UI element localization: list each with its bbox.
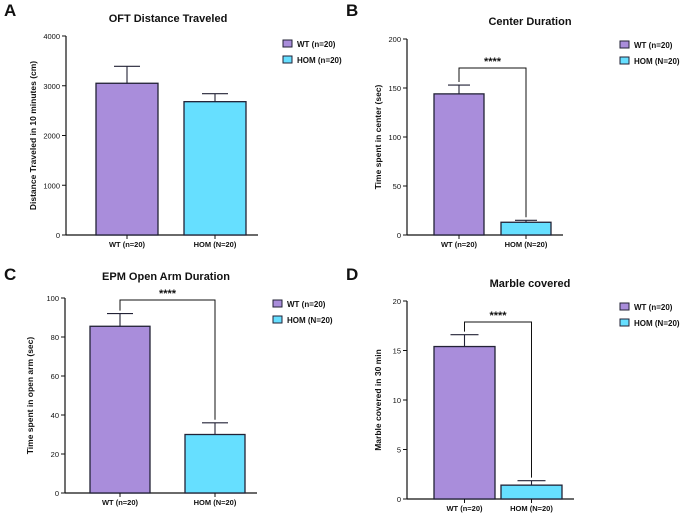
y-axis-label: Marble covered in 30 min — [373, 349, 383, 451]
y-tick-label: 10 — [393, 396, 401, 405]
legend-label: HOM (N=20) — [634, 319, 680, 328]
bar-wt — [433, 93, 485, 236]
legend-label: WT (n=20) — [634, 41, 673, 50]
significance-bracket — [458, 67, 527, 218]
x-tick-label: WT (n=20) — [441, 240, 478, 249]
y-tick-label: 200 — [388, 35, 401, 44]
chart-title: EPM Open Arm Duration — [102, 271, 230, 283]
legend-swatch-wt — [619, 302, 630, 311]
legend-label: WT (n=20) — [287, 300, 326, 309]
y-axis-label: Distance Traveled in 10 minutes (cm) — [28, 61, 38, 210]
bar-wt — [95, 82, 159, 236]
significance-label: **** — [484, 56, 502, 68]
panel-b: B Center Duration Time spent in center (se… — [346, 1, 680, 249]
legend-label: WT (n=20) — [634, 303, 673, 312]
y-tick-label: 100 — [388, 133, 401, 142]
x-tick-label: WT (n=20) — [102, 498, 139, 507]
significance-label: **** — [489, 310, 507, 322]
panel-label: D — [346, 265, 358, 284]
y-tick-label: 0 — [56, 231, 60, 240]
chart-title: Center Duration — [488, 16, 571, 28]
y-tick-label: 4000 — [43, 32, 60, 41]
legend-swatch-hom — [619, 56, 630, 65]
x-tick-label: HOM (N=20) — [194, 498, 237, 507]
y-tick-label: 40 — [51, 411, 59, 420]
y-tick-label: 0 — [397, 231, 401, 240]
legend-label: HOM (N=20) — [634, 57, 680, 66]
panel-d: D Marble covered Marble covered in 30 min 0… — [346, 265, 680, 513]
x-tick-label: HOM (N=20) — [505, 240, 548, 249]
legend-swatch-wt — [282, 39, 293, 48]
y-tick-label: 1000 — [43, 181, 60, 190]
y-tick-label: 15 — [393, 347, 401, 356]
y-tick-label: 3000 — [43, 82, 60, 91]
legend-label: HOM (N=20) — [287, 316, 333, 325]
x-tick-label: WT (n=20) — [109, 240, 146, 249]
y-tick-label: 20 — [393, 297, 401, 306]
y-tick-label: 150 — [388, 84, 401, 93]
y-tick-label: 60 — [51, 372, 59, 381]
chart-title: Marble covered — [490, 278, 571, 290]
y-tick-label: 5 — [397, 446, 401, 455]
panel-a: A OFT Distance Traveled Distance Traveled … — [4, 1, 342, 249]
y-tick-label: 2000 — [43, 132, 60, 141]
panel-label: C — [4, 265, 16, 284]
legend-swatch-wt — [619, 40, 630, 49]
bar-hom — [500, 484, 563, 500]
legend-swatch-hom — [282, 55, 293, 64]
y-tick-label: 0 — [397, 495, 401, 504]
legend-swatch-hom — [272, 315, 283, 324]
y-axis-label: Time spent in open arm (sec) — [25, 337, 35, 455]
bar-wt — [433, 345, 496, 500]
panel-label: B — [346, 1, 358, 20]
bar-hom — [500, 221, 552, 236]
panel-c: C EPM Open Arm Duration Time spent in open… — [4, 265, 333, 507]
chart-title: OFT Distance Traveled — [109, 13, 228, 25]
panel-label: A — [4, 1, 16, 20]
bar-hom — [183, 101, 247, 236]
y-tick-label: 50 — [393, 182, 401, 191]
y-axis-label: Time spent in center (sec) — [373, 84, 383, 189]
legend-label: WT (n=20) — [297, 40, 336, 49]
legend-swatch-wt — [272, 299, 283, 308]
significance-bracket — [119, 299, 216, 420]
legend-swatch-hom — [619, 318, 630, 327]
x-tick-label: HOM (N=20) — [510, 504, 553, 513]
y-tick-label: 80 — [51, 333, 59, 342]
y-tick-label: 100 — [46, 294, 59, 303]
x-tick-label: WT (n=20) — [446, 504, 483, 513]
legend-label: HOM (n=20) — [297, 56, 342, 65]
significance-bracket — [464, 321, 532, 478]
bar-wt — [89, 325, 151, 494]
x-tick-label: HOM (N=20) — [194, 240, 237, 249]
y-tick-label: 20 — [51, 450, 59, 459]
bar-hom — [184, 433, 246, 494]
significance-label: **** — [159, 288, 177, 300]
y-tick-label: 0 — [55, 489, 59, 498]
